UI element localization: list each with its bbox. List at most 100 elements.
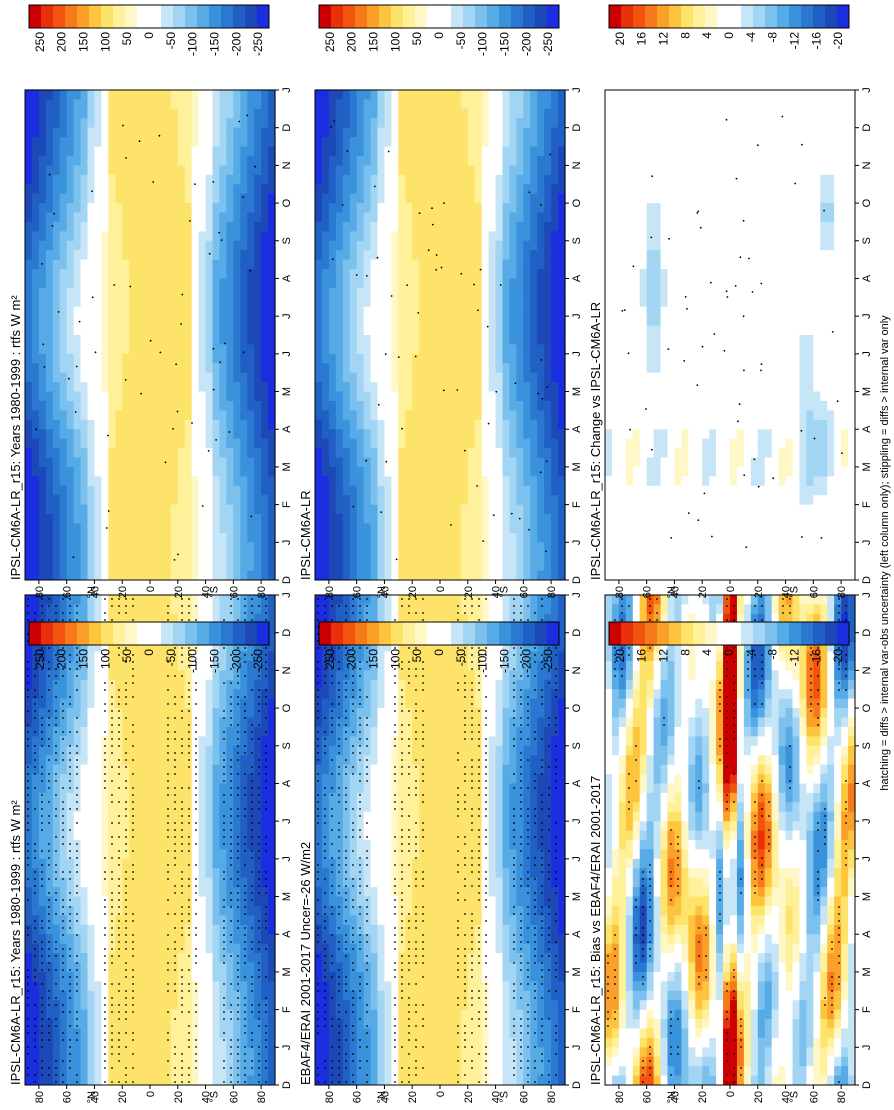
stipple-dot (181, 815, 183, 817)
heatmap-cell (213, 410, 221, 420)
stipple-dot (258, 1018, 260, 1020)
heatmap-cell (254, 934, 262, 944)
stipple-dot (265, 927, 267, 929)
heatmap-cell (67, 118, 75, 128)
heatmap-cell (150, 1047, 158, 1057)
heatmap-cell (192, 811, 200, 821)
heatmap-cell (226, 466, 234, 476)
heatmap-cell (143, 868, 151, 878)
stipple-dot (237, 843, 239, 845)
heatmap-cell (94, 118, 102, 128)
heatmap-cell (164, 316, 172, 326)
heatmap-cell (240, 250, 248, 260)
heatmap-cell (39, 561, 47, 571)
heatmap-cell (108, 698, 116, 708)
heatmap-cell (185, 466, 193, 476)
lat-label: 60 (62, 1091, 74, 1103)
heatmap-cell (157, 868, 165, 878)
heatmap-cell (88, 551, 96, 561)
heatmap-cell (25, 325, 33, 335)
heatmap-cell (129, 513, 137, 523)
stipple-dot (181, 885, 183, 887)
heatmap-cell (115, 736, 123, 746)
heatmap-cell (213, 532, 221, 542)
heatmap-cell (219, 250, 227, 260)
heatmap-cell (150, 344, 158, 354)
heatmap-cell (101, 830, 109, 840)
heatmap-cell (129, 447, 137, 457)
heatmap-cell (115, 334, 123, 344)
stipple-dot (167, 829, 169, 831)
heatmap-cell (171, 561, 179, 571)
heatmap-cell (164, 287, 172, 297)
heatmap-cell (136, 476, 144, 486)
lat-label: 20 (173, 1091, 185, 1103)
heatmap-cell (157, 316, 165, 326)
heatmap-cell (213, 849, 221, 859)
heatmap-cell (129, 268, 137, 278)
heatmap-cell (150, 419, 158, 429)
heatmap-cell (268, 679, 276, 689)
heatmap-cell (108, 485, 116, 495)
heatmap-cell (164, 952, 172, 962)
stipple-dot (76, 689, 78, 691)
heatmap-cell (39, 839, 47, 849)
heatmap-cell (136, 745, 144, 755)
stipple-dot (237, 990, 239, 992)
heatmap-cell (81, 363, 89, 373)
heatmap-cell (164, 382, 172, 392)
stipple-dot (118, 773, 120, 775)
heatmap-cell (108, 146, 116, 156)
heatmap-cell (171, 391, 179, 401)
heatmap-cell (185, 410, 193, 420)
stipple-dot (181, 969, 183, 971)
stipple-dot (69, 1053, 71, 1055)
stipple-dot (174, 703, 176, 705)
heatmap-cell (164, 466, 172, 476)
heatmap-cell (199, 1018, 207, 1028)
heatmap-cell (150, 773, 158, 783)
stipple-dot (181, 878, 183, 880)
heatmap-cell (178, 726, 186, 736)
heatmap-cell (150, 174, 158, 184)
heatmap-cell (88, 971, 96, 981)
stipple-dot (118, 738, 120, 740)
stipple-dot (118, 1004, 120, 1006)
stipple-dot (258, 857, 260, 859)
stipple-dot (118, 906, 120, 908)
heatmap-cell (268, 174, 276, 184)
heatmap-cell (240, 137, 248, 147)
heatmap-cell (67, 887, 75, 897)
heatmap-cell (185, 532, 193, 542)
stipple-dot (244, 717, 246, 719)
heatmap-cell (199, 221, 207, 231)
stipple-dot (27, 983, 29, 985)
heatmap-cell (46, 1037, 54, 1047)
heatmap-cell (115, 118, 123, 128)
heatmap-cell (94, 108, 102, 118)
stipple-dot (55, 948, 57, 950)
heatmap-cell (219, 924, 227, 934)
heatmap-cell (143, 457, 151, 467)
heatmap-cell (67, 334, 75, 344)
heatmap-cell (164, 679, 172, 689)
heatmap-cell (233, 513, 241, 523)
heatmap-cell (39, 604, 47, 614)
heatmap-cell (171, 174, 179, 184)
heatmap-cell (108, 887, 116, 897)
stipple-dot (118, 941, 120, 943)
stipple-dot (27, 990, 29, 992)
heatmap-cell (247, 99, 255, 109)
heatmap-cell (213, 698, 221, 708)
heatmap-cell (178, 108, 186, 118)
stipple-dot (181, 1060, 183, 1062)
stipple-dot (48, 738, 50, 740)
heatmap-cell (39, 363, 47, 373)
heatmap-cell (150, 268, 158, 278)
stipple-dot (48, 857, 50, 859)
heatmap-cell (81, 551, 89, 561)
stipple-dot (27, 1025, 29, 1027)
heatmap-cell (171, 792, 179, 802)
heatmap-cell (254, 174, 262, 184)
heatmap-cell (240, 513, 248, 523)
